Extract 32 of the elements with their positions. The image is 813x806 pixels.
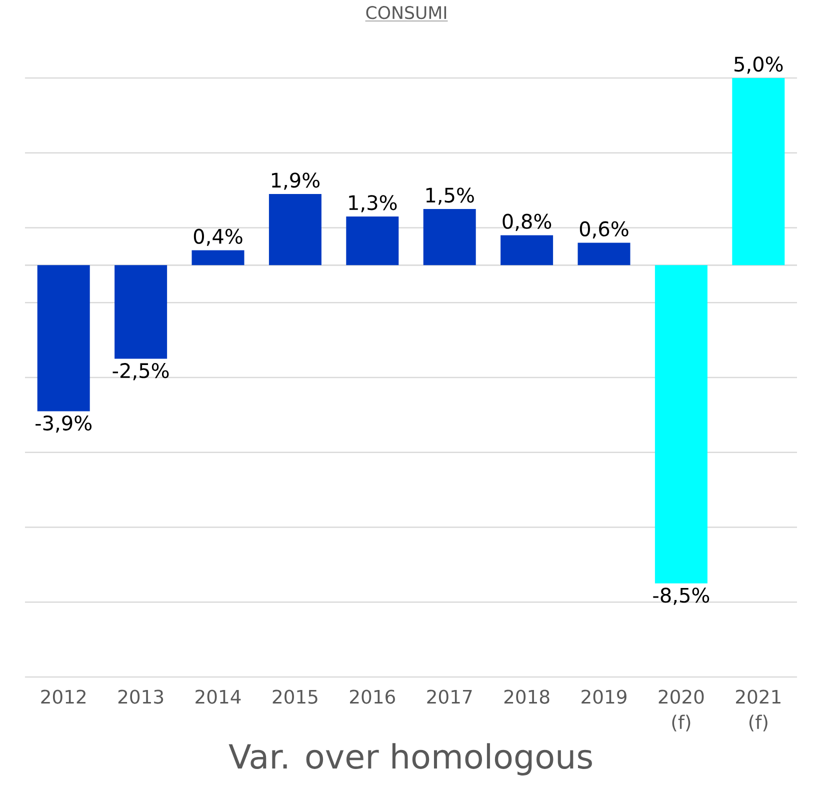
x-tick-label: 2013 xyxy=(118,690,164,704)
bar xyxy=(500,235,554,266)
bar xyxy=(192,250,244,266)
chart-title: CONSUMI xyxy=(366,6,446,20)
x-tick-label: 2021 (f) xyxy=(736,690,780,732)
bar xyxy=(346,216,399,266)
data-label: 1,3% xyxy=(349,195,397,212)
x-axis-title: Var. over homologous xyxy=(228,743,592,776)
bar xyxy=(654,265,708,584)
data-label: -2,5% xyxy=(112,363,169,380)
x-tick-label: 2019 xyxy=(582,690,626,704)
bar xyxy=(114,265,168,359)
data-label: 0,6% xyxy=(580,221,628,238)
data-label: 5,0% xyxy=(734,56,783,74)
data-label: 0,8% xyxy=(502,214,552,231)
x-tick-label: 2017 xyxy=(427,690,472,704)
bar xyxy=(37,265,90,412)
x-tick-label: 2016 xyxy=(350,690,395,704)
data-label: 1,9% xyxy=(272,172,320,190)
x-tick-label: 2012 xyxy=(41,690,86,704)
x-tick-label: 2014 xyxy=(196,690,241,704)
data-label: -3,9% xyxy=(36,415,92,433)
bar xyxy=(423,209,476,266)
bar xyxy=(268,194,322,266)
x-tick-label: 2018 xyxy=(504,690,550,704)
data-label: 1,5% xyxy=(426,188,474,205)
data-label: -8,5% xyxy=(653,588,710,605)
data-label: 0,4% xyxy=(194,228,242,246)
x-tick-label: 2015 xyxy=(272,690,318,704)
x-tick-label: 2020 (f) xyxy=(658,690,704,732)
bar xyxy=(732,78,785,266)
bar xyxy=(578,242,630,266)
